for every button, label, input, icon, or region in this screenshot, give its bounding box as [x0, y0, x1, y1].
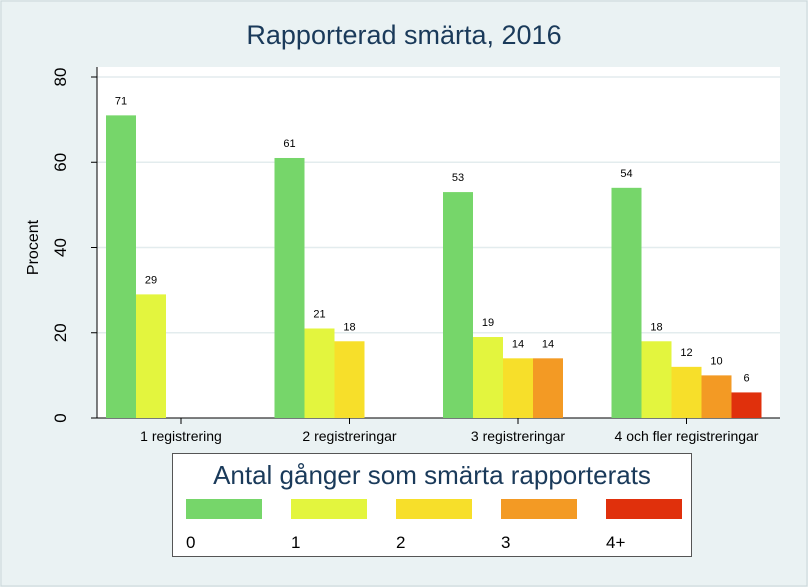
bar [611, 187, 642, 418]
data-label: 53 [452, 172, 464, 184]
legend-label: 3 [501, 533, 511, 552]
y-axis-label: Procent [25, 219, 42, 275]
data-label: 54 [620, 168, 632, 180]
data-label: 6 [743, 372, 749, 384]
bar [731, 392, 762, 418]
chart-title: Rapporterad smärta, 2016 [246, 20, 562, 50]
legend-label: 4+ [606, 533, 626, 552]
y-tick-label: 0 [51, 413, 70, 422]
y-tick-label: 20 [51, 323, 70, 342]
legend-swatch [396, 499, 472, 519]
bar [533, 358, 563, 418]
data-label: 29 [145, 274, 157, 286]
legend-item: 3 [501, 499, 581, 553]
bar [641, 341, 672, 418]
legend-item: 2 [396, 499, 476, 553]
plot-area: 0 20 40 60 80 Procent 71 29 1 registrering 61 21 18… [25, 67, 780, 444]
data-label: 10 [710, 355, 722, 367]
data-label: 18 [650, 321, 662, 333]
legend-label: 1 [291, 533, 301, 552]
legend-label: 0 [186, 533, 196, 552]
legend: Antal gånger som smärta rapporterats 0 1 2… [172, 453, 692, 557]
x-tick-label: 3 registreringar [471, 428, 565, 444]
y-tick-label: 80 [51, 68, 70, 87]
bar [473, 337, 503, 418]
data-label: 14 [542, 338, 554, 350]
bar [304, 328, 335, 418]
data-label: 14 [512, 338, 524, 350]
legend-swatch [291, 499, 367, 519]
bar [334, 341, 365, 418]
data-label: 71 [115, 95, 127, 107]
legend-label: 2 [396, 533, 406, 552]
plot-background [97, 67, 780, 418]
bar [503, 358, 533, 418]
legend-item: 0 [186, 499, 266, 553]
legend-swatch [606, 499, 682, 519]
bar [671, 366, 702, 418]
y-tick-label: 40 [51, 238, 70, 257]
data-label: 21 [313, 308, 325, 320]
bar [106, 115, 136, 419]
data-label: 61 [283, 138, 295, 150]
x-tick-label: 2 registreringar [302, 428, 396, 444]
bar [443, 192, 473, 418]
data-label: 19 [482, 317, 494, 329]
legend-swatch [186, 499, 262, 519]
data-label: 12 [680, 347, 692, 359]
bar [274, 157, 305, 419]
bar [701, 375, 732, 418]
x-tick-label: 1 registrering [140, 428, 222, 444]
data-label: 18 [343, 321, 355, 333]
legend-swatch [501, 499, 577, 519]
y-tick-label: 60 [51, 153, 70, 172]
x-tick-label: 4 och fler registreringar [615, 428, 759, 444]
legend-title: Antal gånger som smärta rapporterats [213, 460, 651, 490]
legend-item: 4+ [606, 499, 686, 553]
bar [136, 294, 166, 418]
legend-item: 1 [291, 499, 371, 553]
